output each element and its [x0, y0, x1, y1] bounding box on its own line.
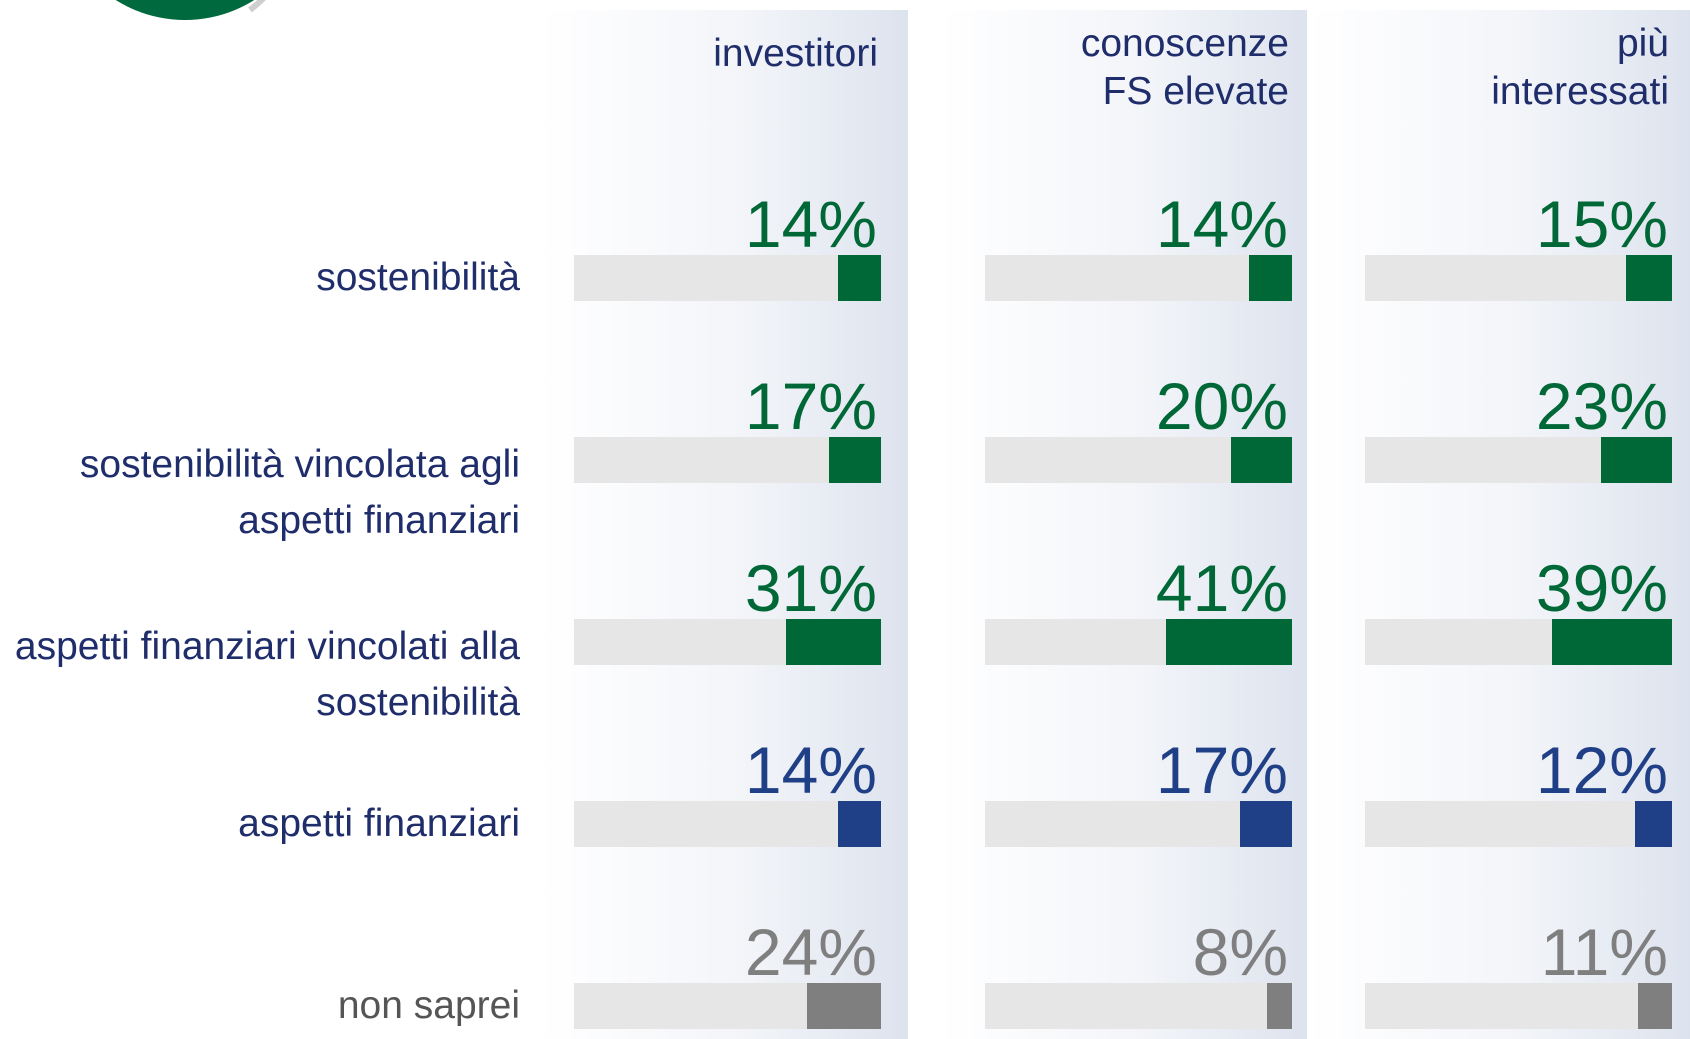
category-label: non saprei [337, 984, 520, 1027]
category-label: aspetti finanziari [238, 802, 520, 845]
value-label: 12% [1535, 733, 1668, 807]
category-label: aspetti finanziari vincolati alla sosten… [14, 625, 520, 724]
category-label: sostenibilità [316, 256, 520, 299]
category-label: sostenibilità vincolata agli aspetti fin… [79, 443, 520, 542]
panel-background [940, 10, 1307, 1039]
bar-track [985, 255, 1292, 301]
value-label: 17% [1155, 733, 1288, 807]
bar [785, 619, 881, 665]
value-label: 17% [744, 369, 877, 443]
value-label: 39% [1535, 551, 1668, 625]
value-label: 41% [1155, 551, 1288, 625]
bar [838, 801, 881, 847]
value-label: 8% [1192, 915, 1288, 989]
logo-fragment [115, 0, 266, 20]
value-label: 14% [744, 187, 877, 261]
bar [1625, 255, 1672, 301]
bar [1166, 619, 1292, 665]
panel-background [539, 10, 908, 1039]
value-label: 14% [1155, 187, 1288, 261]
value-label: 24% [744, 915, 877, 989]
bar-track [985, 983, 1292, 1029]
bar-track [574, 801, 881, 847]
value-label: 20% [1155, 369, 1288, 443]
value-label: 11% [1540, 915, 1668, 989]
bar-track [1365, 801, 1672, 847]
bar [1635, 801, 1672, 847]
bar [1552, 619, 1672, 665]
bar [838, 255, 881, 301]
bar [1267, 983, 1292, 1029]
value-label: 31% [744, 551, 877, 625]
bar-track [1365, 983, 1672, 1029]
value-label: 23% [1535, 369, 1668, 443]
column-header: più interessati [1491, 22, 1669, 113]
bar [828, 437, 881, 483]
bar [1638, 983, 1672, 1029]
column-header: conoscenze FS elevate [1080, 22, 1289, 113]
bar [1601, 437, 1672, 483]
panel-background [1307, 10, 1690, 1039]
value-label: 14% [744, 733, 877, 807]
column-header: investitori [713, 32, 878, 75]
bar-track [1365, 255, 1672, 301]
bar-track [574, 255, 881, 301]
bar [1230, 437, 1292, 483]
value-label: 15% [1535, 187, 1668, 261]
bar [1239, 801, 1292, 847]
bar [807, 983, 881, 1029]
bar [1249, 255, 1292, 301]
